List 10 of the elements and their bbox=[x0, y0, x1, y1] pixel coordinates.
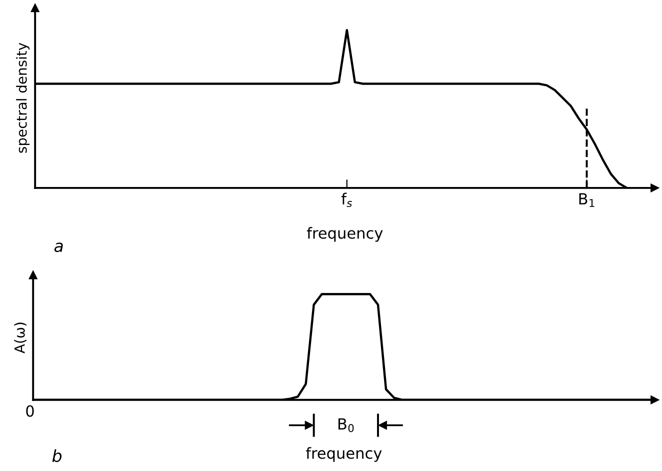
text: 0 bbox=[26, 405, 34, 417]
x-tick-label: B$_{1}$ bbox=[579, 193, 594, 207]
text: a bbox=[54, 242, 63, 252]
y-axis-title: spectral density bbox=[16, 42, 30, 153]
y-axis-title: A(ω) bbox=[14, 322, 26, 354]
text: b bbox=[52, 449, 62, 462]
x-axis-title: frequency bbox=[306, 447, 382, 462]
x-tick-label: f$_{s}$ bbox=[341, 192, 352, 208]
text: B$_{0}$ bbox=[338, 418, 354, 432]
x-axis-title: frequency bbox=[306, 227, 383, 242]
